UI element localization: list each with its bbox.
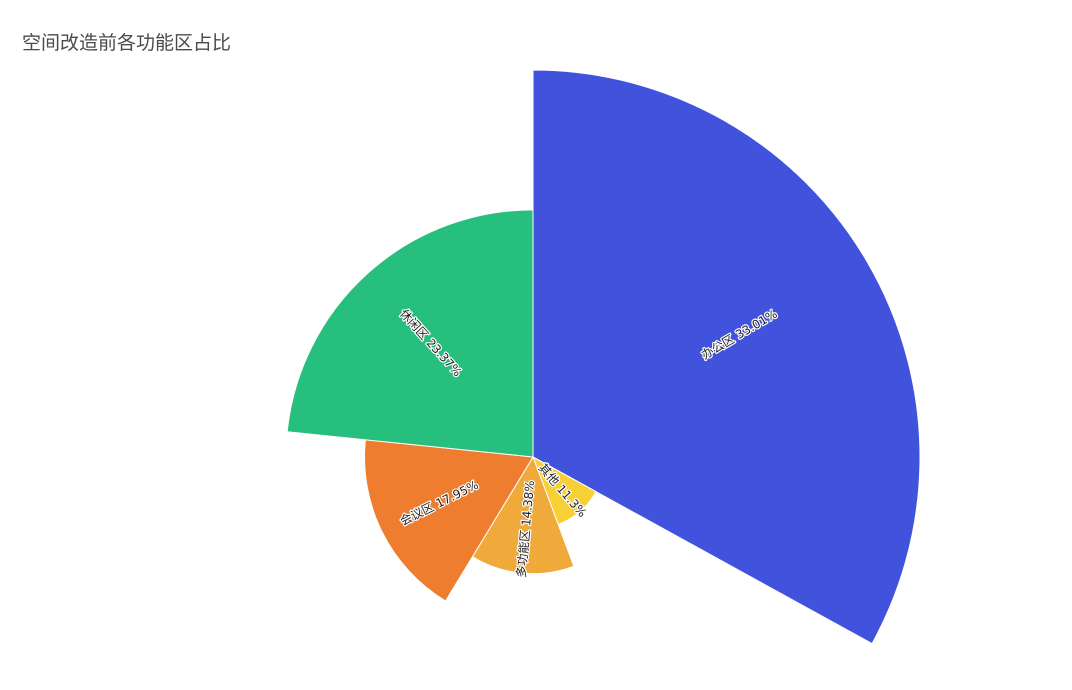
rose-slice-3[interactable] [471, 455, 575, 575]
rose-slice-4[interactable] [364, 439, 534, 602]
chart-title: 空间改造前各功能区占比 [22, 32, 232, 54]
slices-group [286, 69, 921, 645]
rose-slice-1[interactable] [532, 69, 921, 645]
rose-slice-5[interactable] [286, 209, 534, 458]
